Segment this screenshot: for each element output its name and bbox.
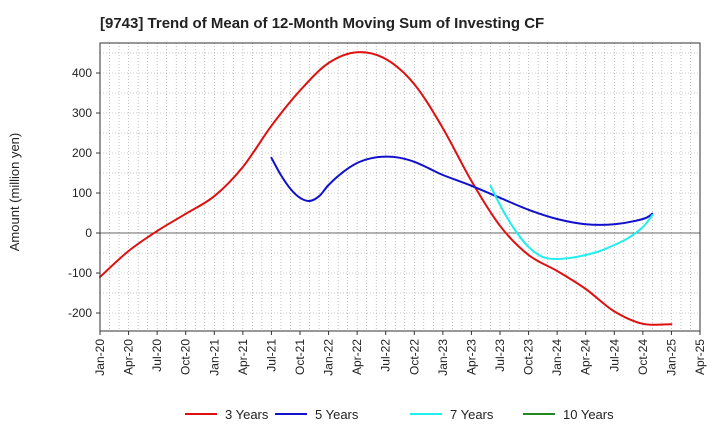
x-tick-label: Jan-24 [550,339,564,376]
y-tick-label: 100 [72,186,92,200]
legend: 3 Years 5 Years 7 Years 10 Years [185,407,614,422]
y-tick-label: 200 [72,146,92,160]
y-tick-label: 300 [72,106,92,120]
x-tick-label: Apr-20 [122,339,136,375]
x-tick-label: Jan-20 [93,339,107,376]
y-tick-label: 400 [72,66,92,80]
x-tick-label: Oct-23 [522,339,536,375]
x-tick-label: Jul-23 [493,339,507,372]
legend-label-7-years: 7 Years [450,407,494,422]
x-tick-label: Jan-21 [207,339,221,376]
x-tick-label: Jan-23 [436,339,450,376]
x-tick-label: Jan-25 [664,339,678,376]
y-axis-label: Amount (million yen) [7,133,22,252]
series-line-7-years [489,184,654,261]
x-tick-label: Oct-21 [293,339,307,375]
x-tick-label: Apr-24 [579,339,593,375]
x-tick-label: Jul-21 [264,339,278,372]
x-tick-label: Apr-23 [464,339,478,375]
chart-title: [9743] Trend of Mean of 12-Month Moving … [100,15,544,32]
x-tick-label: Jul-24 [607,339,621,372]
y-tick-label: -200 [68,306,92,320]
x-ticks: Jan-20 Apr-20 Jul-20 Oct-20 Jan-21 Apr-21 Jul-… [93,331,707,376]
x-tick-label: Oct-24 [636,339,650,375]
plot-frame [99,42,701,332]
grid [100,43,700,331]
x-tick-label: Apr-25 [693,339,707,375]
x-tick-label: Apr-21 [236,339,250,375]
x-tick-label: Jul-22 [379,339,393,372]
x-tick-label: Jan-22 [322,339,336,376]
x-tick-label: Jul-20 [150,339,164,372]
legend-label-5-years: 5 Years [315,407,359,422]
y-tick-label: 0 [85,226,92,240]
legend-label-10-years: 10 Years [563,407,614,422]
y-tick-label: -100 [68,266,92,280]
series-line-5-years [270,155,654,226]
x-tick-label: Oct-22 [407,339,421,375]
x-tick-label: Oct-20 [179,339,193,375]
legend-label-3-years: 3 Years [225,407,269,422]
series-line-3-years [99,51,673,326]
x-tick-label: Apr-22 [350,339,364,375]
y-ticks: -200 -100 0 100 200 300 400 [68,66,100,320]
series-layer [99,51,673,326]
